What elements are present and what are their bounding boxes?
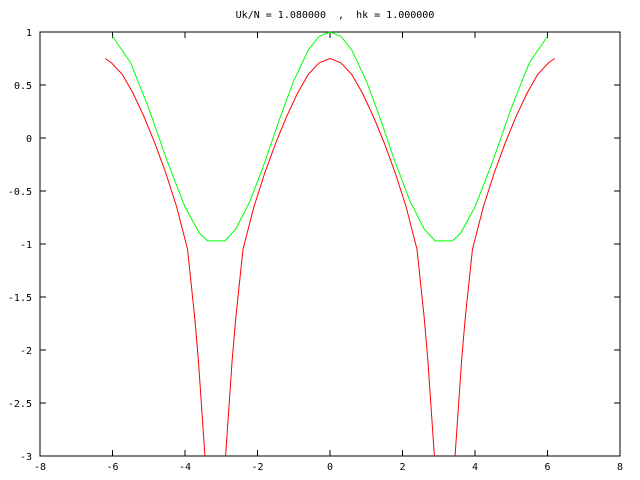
y-tick-label: 0.5 xyxy=(14,81,32,92)
y-tick-label: -1.5 xyxy=(8,293,32,304)
data-line xyxy=(112,31,548,242)
x-tick-label: -8 xyxy=(34,462,46,473)
y-tick-label: -2 xyxy=(20,346,32,357)
x-tick-label: -2 xyxy=(251,462,263,473)
x-tick-label: -4 xyxy=(179,462,191,473)
chart-title: Uk/N = 1.080000 , hk = 1.000000 xyxy=(236,10,435,21)
y-tick-label: 0 xyxy=(26,134,32,145)
x-tick-label: 4 xyxy=(472,462,478,473)
y-tick-label: -2.5 xyxy=(8,399,32,410)
x-tick-label: 0 xyxy=(327,462,333,473)
y-tick-label: -3 xyxy=(20,452,32,463)
y-tick-label: -1 xyxy=(20,240,32,251)
x-tick-label: 6 xyxy=(544,462,550,473)
x-tick-label: 2 xyxy=(399,462,405,473)
x-tick-label: -6 xyxy=(106,462,118,473)
x-tick-label: 8 xyxy=(617,462,623,473)
y-tick-label: -0.5 xyxy=(8,187,32,198)
data-line xyxy=(104,57,556,457)
plot-frame xyxy=(39,31,621,457)
y-tick-label: 1 xyxy=(26,28,32,39)
